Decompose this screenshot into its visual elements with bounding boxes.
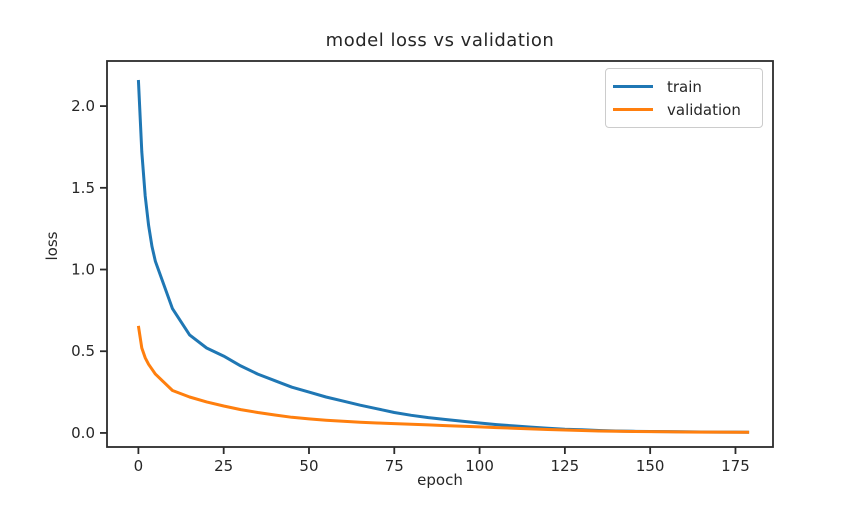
x-tick-label: 25	[214, 457, 233, 475]
y-tick-label: 1.0	[71, 261, 95, 279]
train-line	[136, 79, 750, 434]
x-tick-label: 0	[134, 457, 144, 475]
x-tick-label: 75	[385, 457, 404, 475]
x-axis: 0 25 50 75 100 125 150 175	[134, 447, 750, 475]
validation-line	[136, 325, 750, 434]
x-tick-label: 50	[299, 457, 318, 475]
train-line-swatch	[613, 85, 653, 88]
y-tick-label: 0.0	[71, 424, 95, 442]
legend-label-validation: validation	[667, 100, 741, 119]
legend-label-train: train	[667, 77, 702, 96]
legend-entry-validation: validation	[613, 98, 762, 121]
x-tick-label: 175	[721, 457, 750, 475]
y-tick-label: 2.0	[71, 97, 95, 115]
y-axis: 0.0 0.5 1.0 1.5 2.0	[71, 97, 107, 442]
x-tick-label: 125	[551, 457, 580, 475]
x-tick-label: 100	[465, 457, 494, 475]
x-axis-label: epoch	[417, 471, 463, 489]
legend-box: train validation	[605, 68, 763, 128]
x-tick-label: 150	[636, 457, 665, 475]
chart-title: model loss vs validation	[325, 30, 555, 51]
legend-entry-train: train	[613, 75, 762, 98]
y-axis-label: loss	[43, 231, 61, 261]
y-tick-label: 0.5	[71, 342, 95, 360]
y-tick-label: 1.5	[71, 179, 95, 197]
axes-frame	[106, 60, 774, 448]
validation-line-swatch	[613, 108, 653, 111]
